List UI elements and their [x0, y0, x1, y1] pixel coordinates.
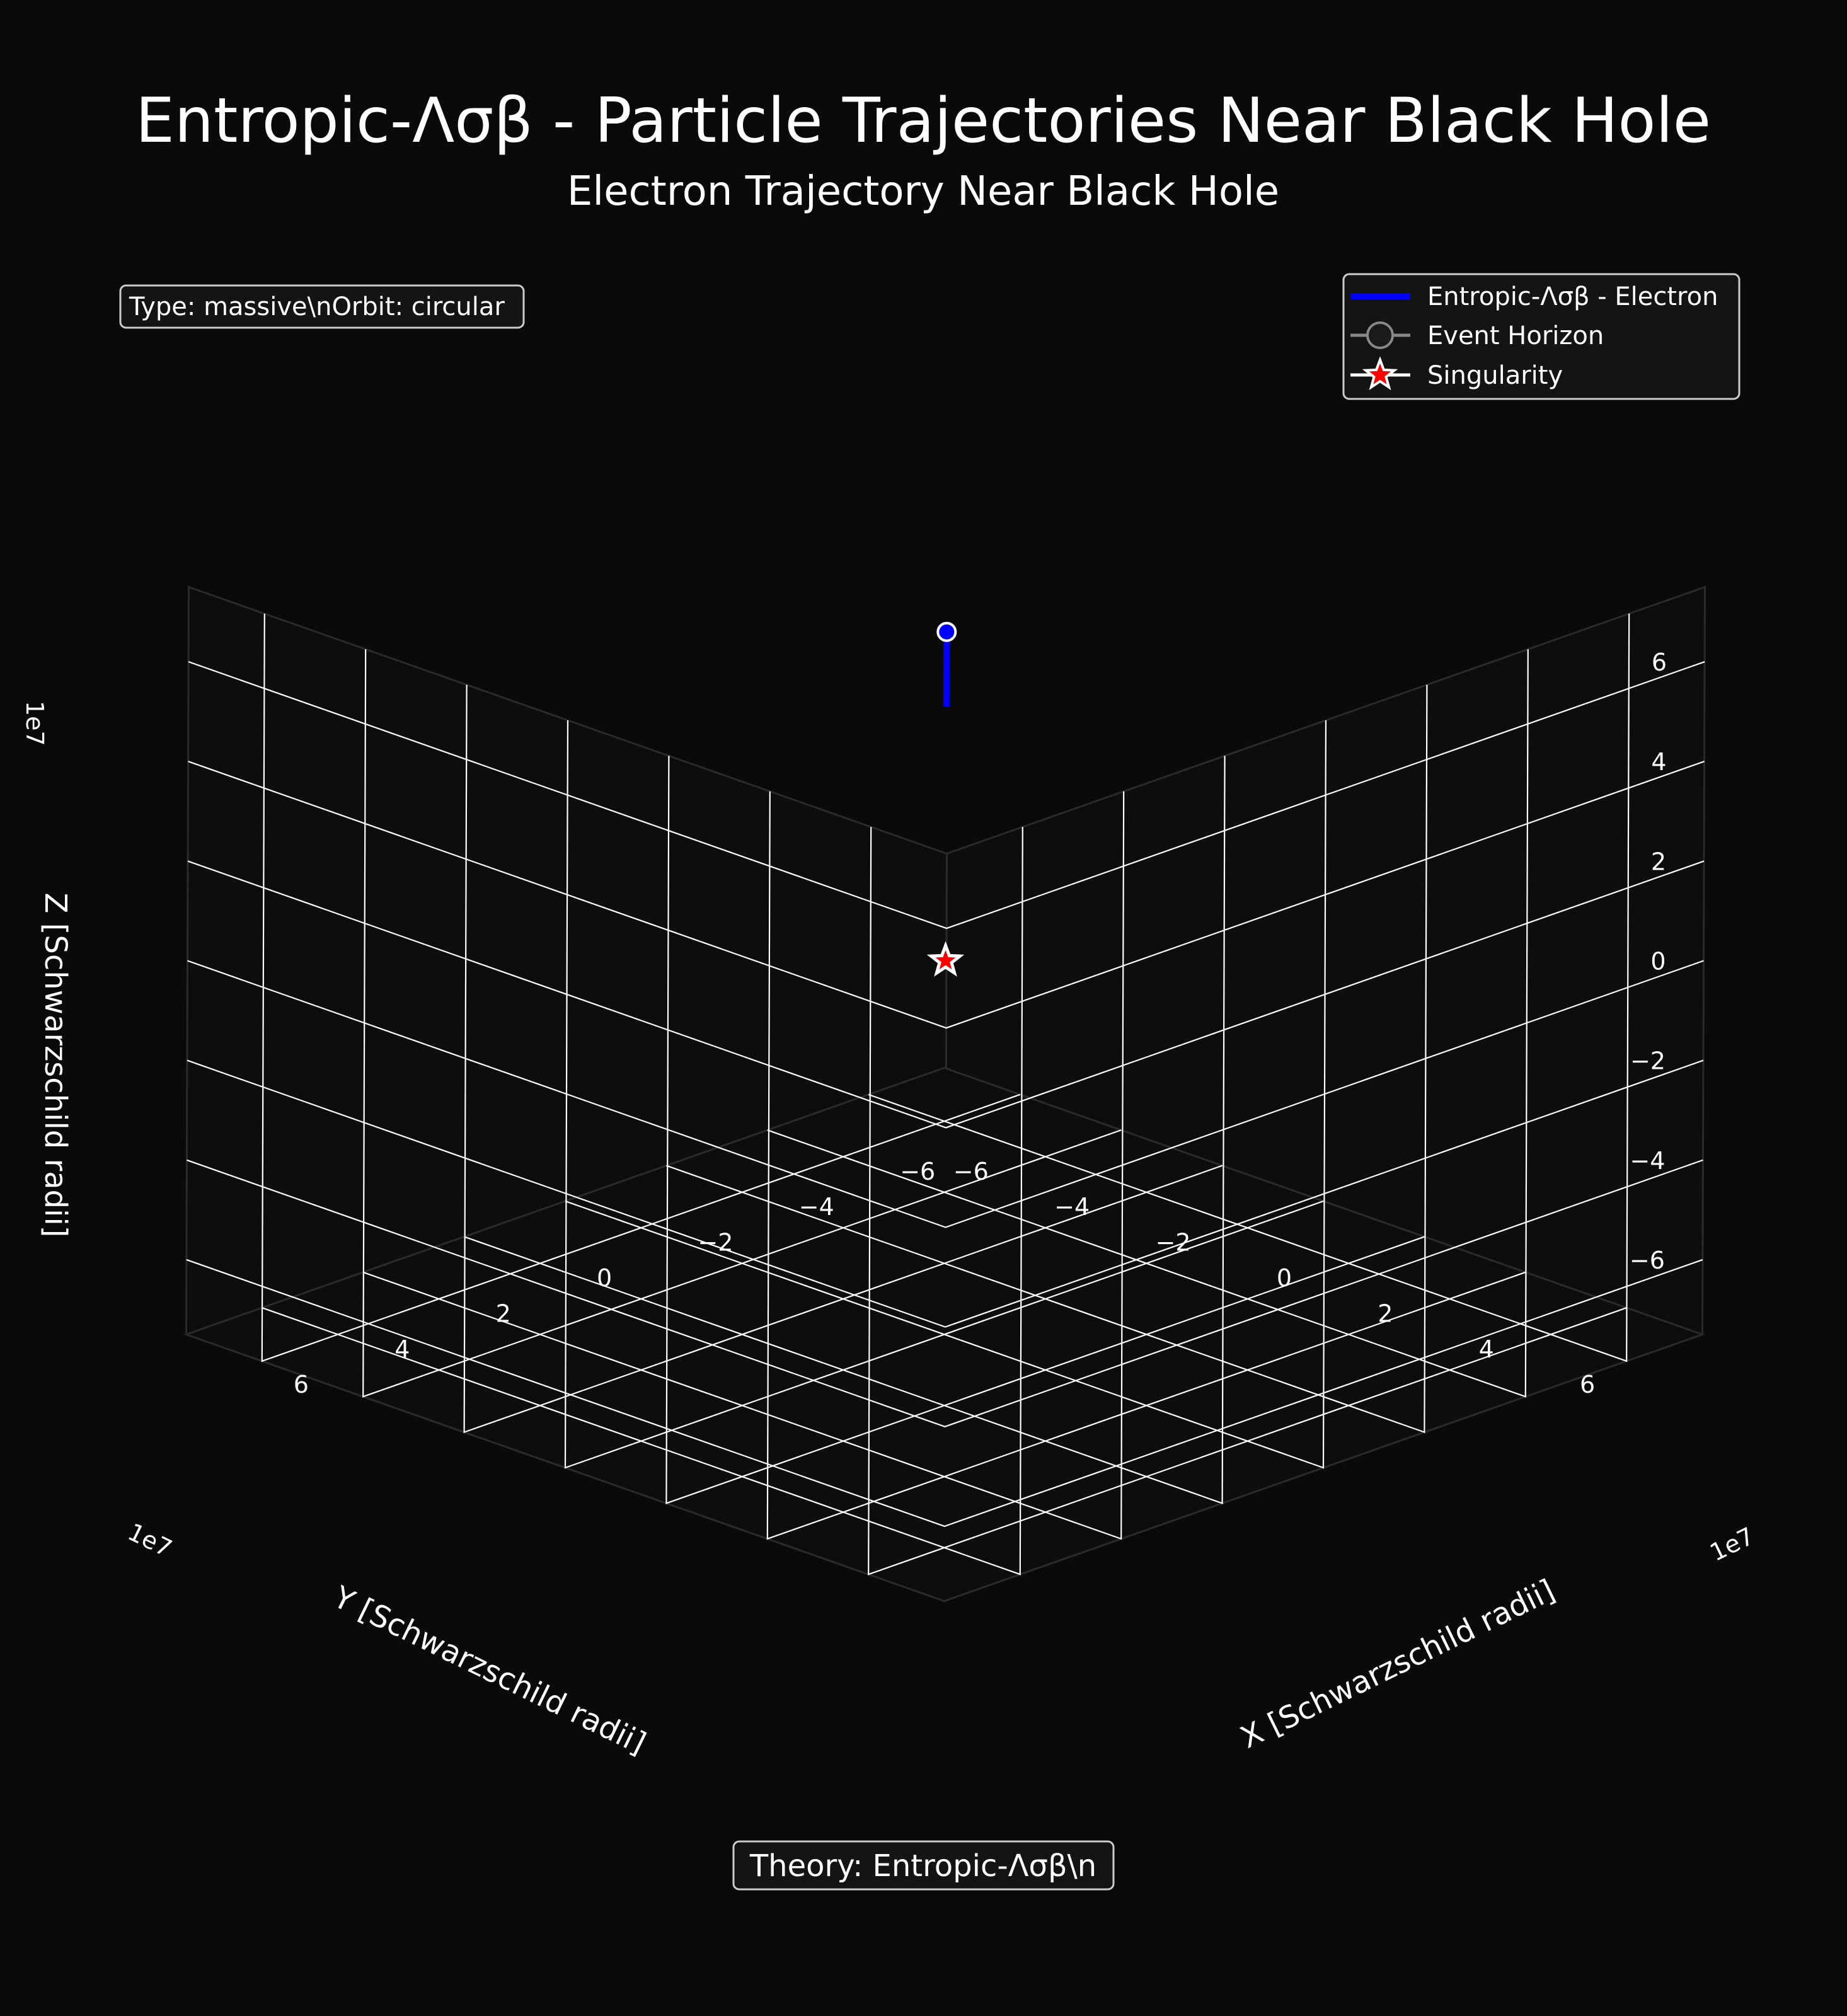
legend: Entropic-Λσβ - Electron Event Horizon Si…: [1344, 274, 1739, 399]
legend-label-singularity: Singularity: [1427, 361, 1563, 390]
theory-box-text: Theory: Entropic-Λσβ\n: [749, 1848, 1096, 1884]
theory-box: Theory: Entropic-Λσβ\n: [734, 1841, 1113, 1889]
z-tick-label: 2: [1651, 848, 1666, 875]
legend-label-event-horizon: Event Horizon: [1427, 321, 1604, 350]
y-tick-label: 6: [1580, 1371, 1595, 1398]
x-tick-label: 4: [394, 1335, 410, 1363]
figure-suptitle: Entropic-Λσβ - Particle Trajectories Nea…: [135, 85, 1711, 157]
info-box-text: Type: massive\nOrbit: circular: [129, 292, 505, 321]
info-box: Type: massive\nOrbit: circular: [120, 285, 524, 328]
z-tick-label: 4: [1651, 748, 1666, 776]
y-tick-label: −4: [1054, 1193, 1090, 1221]
circle-marker-icon: [1367, 323, 1393, 348]
y-tick-label: 0: [1277, 1264, 1292, 1292]
chart-title: Electron Trajectory Near Black Hole: [567, 168, 1279, 215]
z-tick-label: 6: [1652, 648, 1667, 676]
trajectory-start-marker: [938, 623, 955, 641]
x-tick-label: 2: [496, 1299, 511, 1327]
y-tick-label: −2: [1156, 1229, 1191, 1257]
y-tick-label: 4: [1479, 1335, 1494, 1363]
y-tick-label: 2: [1378, 1299, 1393, 1327]
z-offset-text: 1e7: [21, 701, 49, 746]
z-tick-label: −6: [1630, 1247, 1665, 1274]
legend-label-trajectory: Entropic-Λσβ - Electron: [1427, 282, 1718, 311]
x-tick-label: −6: [900, 1158, 935, 1185]
y-tick-label: −6: [953, 1158, 989, 1185]
x-tick-label: −2: [698, 1229, 733, 1257]
x-tick-label: 6: [294, 1371, 309, 1398]
z-tick-label: −2: [1630, 1047, 1666, 1075]
z-tick-label: −4: [1630, 1147, 1665, 1175]
x-tick-label: −4: [799, 1193, 834, 1221]
x-tick-label: 0: [597, 1264, 612, 1292]
z-tick-label: 0: [1650, 948, 1666, 976]
z-axis-label: Z [Schwarzschild radii]: [38, 893, 73, 1238]
